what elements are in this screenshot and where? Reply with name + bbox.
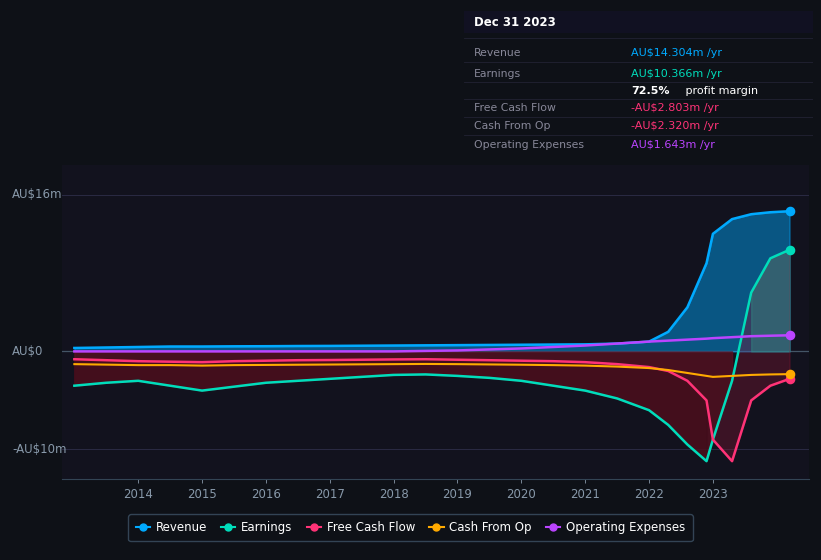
Point	[783, 370, 796, 379]
Text: -AU$2.320m /yr: -AU$2.320m /yr	[631, 121, 719, 131]
Text: Revenue: Revenue	[475, 48, 522, 58]
Point	[783, 375, 796, 384]
Text: -AU$10m: -AU$10m	[12, 443, 67, 456]
Text: Cash From Op: Cash From Op	[475, 121, 551, 131]
Text: Dec 31 2023: Dec 31 2023	[475, 16, 556, 29]
Point	[783, 245, 796, 254]
Text: AU$10.366m /yr: AU$10.366m /yr	[631, 69, 722, 80]
Text: -AU$2.803m /yr: -AU$2.803m /yr	[631, 102, 719, 113]
Text: AU$1.643m /yr: AU$1.643m /yr	[631, 140, 715, 150]
Point	[783, 331, 796, 340]
Point	[783, 207, 796, 216]
Text: 72.5%: 72.5%	[631, 86, 670, 96]
Text: Free Cash Flow: Free Cash Flow	[475, 102, 556, 113]
Text: Earnings: Earnings	[475, 69, 521, 80]
Text: profit margin: profit margin	[682, 86, 758, 96]
Text: AU$0: AU$0	[12, 345, 44, 358]
Text: Operating Expenses: Operating Expenses	[475, 140, 585, 150]
Bar	[464, 11, 813, 34]
Text: AU$14.304m /yr: AU$14.304m /yr	[631, 48, 722, 58]
Legend: Revenue, Earnings, Free Cash Flow, Cash From Op, Operating Expenses: Revenue, Earnings, Free Cash Flow, Cash …	[128, 514, 693, 542]
Text: AU$16m: AU$16m	[12, 188, 63, 201]
